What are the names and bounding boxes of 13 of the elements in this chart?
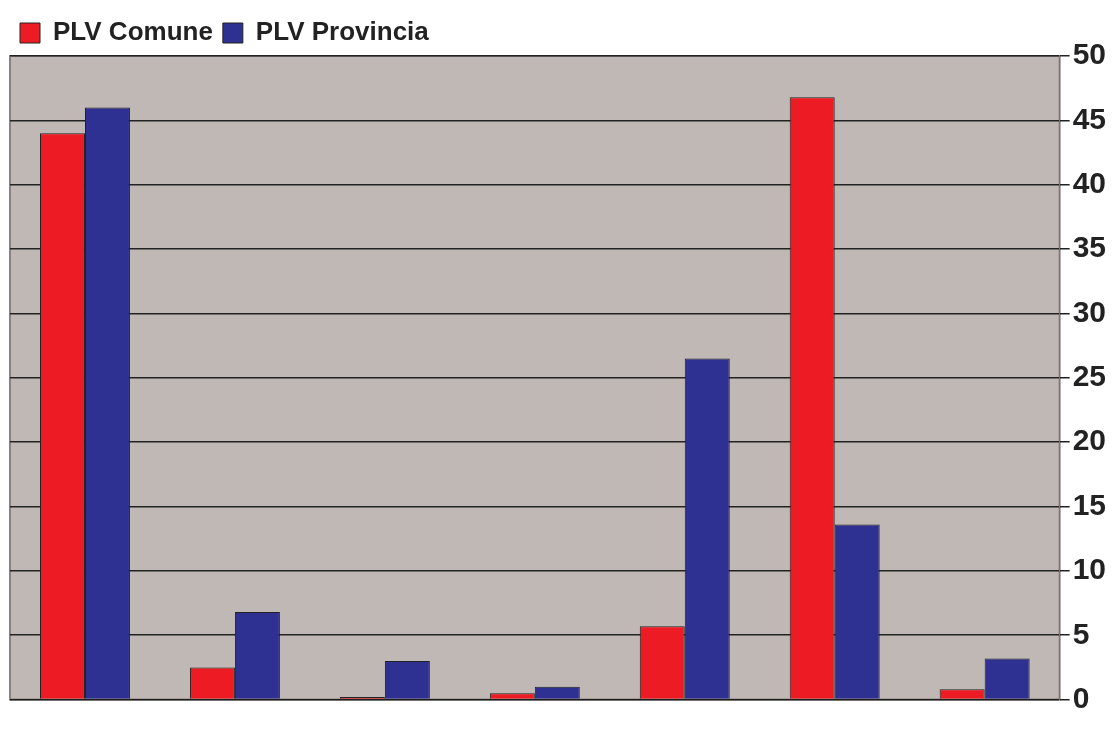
y-tick-label: 10: [1072, 552, 1107, 586]
y-tick-label: 30: [1072, 294, 1107, 328]
y-tick-label: 0: [1072, 680, 1090, 714]
y-tick-label: 25: [1072, 359, 1107, 393]
y-tick-label: 20: [1072, 423, 1107, 457]
y-tick-label: 5: [1072, 616, 1090, 650]
y-tick-label: 50: [1072, 37, 1107, 71]
legend-label: PLV Provincia: [255, 16, 430, 47]
legend-label: PLV Comune: [53, 16, 213, 47]
y-tick-label: 35: [1072, 230, 1107, 264]
y-tick-label: 15: [1072, 487, 1107, 521]
y-tick-label: 45: [1072, 101, 1107, 135]
y-tick-label: 40: [1072, 165, 1107, 199]
